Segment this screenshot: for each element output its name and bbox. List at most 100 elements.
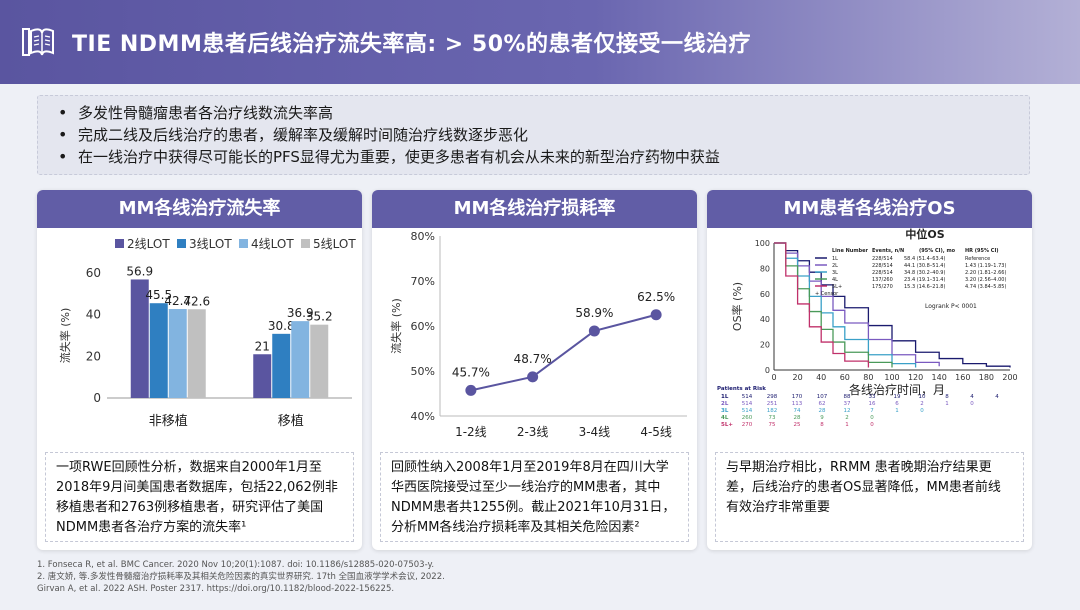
risk-row-label: 3L (721, 408, 729, 414)
y-tick-label: 60 (86, 266, 101, 280)
y-tick-label: 0 (93, 391, 101, 405)
x-tick-label: 60 (840, 373, 850, 382)
risk-count: 6 (895, 401, 899, 407)
legend-median: 58.4 (51.4–63.4) (904, 256, 945, 262)
risk-count: 28 (819, 408, 826, 414)
x-tick-label: 20 (793, 373, 803, 382)
y-tick-label: 60% (411, 320, 435, 333)
x-tick-label: 3-4线 (579, 425, 611, 439)
legend-header: HR (95% CI) (965, 248, 999, 254)
risk-count: 2 (920, 401, 924, 407)
data-label: 21 (255, 339, 270, 353)
risk-table-header: Patients at Risk (717, 386, 766, 392)
risk-row-label: 2L (721, 401, 729, 407)
legend-label: 2线LOT (127, 237, 170, 251)
x-tick-label: 40 (816, 373, 826, 382)
data-label: 48.7% (514, 352, 552, 366)
title-bar: TIE NDMM患者后线治疗流失率高: > 50%的患者仅接受一线治疗 (0, 0, 1080, 84)
risk-count: 7 (870, 408, 874, 414)
footnote: 2. 唐文娇, 等.多发性骨髓瘤治疗损耗率及其相关危险因素的真实世界研究. 17… (37, 571, 1037, 583)
risk-count: 37 (844, 401, 851, 407)
legend-median: 15.3 (14.6–21.8) (904, 284, 945, 290)
y-tick-label: 40 (86, 308, 101, 322)
x-tick-label: 4-5线 (640, 425, 672, 439)
risk-count: 514 (742, 394, 753, 400)
x-tick-label: 160 (955, 373, 970, 382)
risk-count: 107 (817, 394, 828, 400)
legend-swatch (115, 239, 124, 248)
bullet-item: 多发性骨髓瘤患者各治疗线数流失率高 (56, 102, 1029, 124)
legend-label: 5线LOT (313, 237, 356, 251)
y-axis-label: 流失率 (%) (389, 298, 403, 354)
card-title: MM患者各线治疗OS (707, 190, 1032, 228)
y-tick-label: 20 (86, 349, 101, 363)
legend-median: 44.1 (30.8–51.4) (904, 263, 945, 269)
censor-legend: + Censor (815, 291, 839, 297)
y-tick-label: 50% (411, 365, 435, 378)
risk-row-label: 5L+ (721, 422, 733, 428)
footnote: 1. Fonseca R, et al. BMC Cancer. 2020 No… (37, 559, 1037, 571)
data-point (651, 309, 662, 320)
y-tick-label: 0 (765, 366, 770, 375)
x-tick-label: 80 (863, 373, 873, 382)
risk-count: 12 (844, 408, 851, 414)
y-tick-label: 80 (760, 264, 770, 273)
legend-header: Line Number (832, 248, 869, 254)
legend-median: 23.4 (19.1–31.4) (904, 277, 945, 283)
risk-count: 28 (794, 415, 801, 421)
x-tick-label: 1-2线 (455, 425, 487, 439)
risk-count: 1 (895, 408, 899, 414)
x-tick-label: 0 (771, 373, 776, 382)
risk-count: 0 (970, 401, 974, 407)
card-title: MM各线治疗损耗率 (372, 190, 697, 228)
legend-hr: 4.74 (3.84–5.85) (965, 284, 1006, 290)
risk-count: 10 (919, 394, 926, 400)
legend-label: 3线LOT (189, 237, 232, 251)
risk-count: 260 (742, 415, 753, 421)
risk-count: 1 (845, 422, 849, 428)
footnotes: 1. Fonseca R, et al. BMC Cancer. 2020 No… (37, 559, 1037, 595)
legend-hr: 2.20 (1.81–2.66) (965, 270, 1006, 276)
risk-count: 298 (767, 394, 778, 400)
legend-label: 5L+ (832, 284, 842, 290)
bar-chart: 2线LOT 3线LOT 4线LOT 5线LOT0204060流失率 (%)56.945… (37, 228, 362, 450)
risk-count: 4 (970, 394, 974, 400)
risk-count: 73 (769, 415, 776, 421)
legend-median: 34.8 (30.2–40.9) (904, 270, 945, 276)
risk-count: 4 (995, 394, 999, 400)
risk-count: 0 (920, 408, 924, 414)
legend-hr: Reference (965, 256, 990, 262)
risk-count: 113 (792, 401, 803, 407)
x-tick-label: 120 (908, 373, 923, 382)
risk-count: 2 (845, 415, 849, 421)
data-label: 42.6 (183, 294, 210, 308)
y-axis-label: OS率 (%) (730, 282, 744, 331)
card-title: MM各线治疗流失率 (37, 190, 362, 228)
bar (150, 303, 168, 398)
legend-events: 175/270 (872, 284, 893, 290)
risk-count: 0 (870, 422, 874, 428)
bullet-item: 完成二线及后线治疗的患者，缓解率及缓解时间随治疗线数逐步恶化 (56, 124, 1029, 146)
risk-count: 88 (844, 394, 851, 400)
legend-hr: 3.20 (2.56–4.00) (965, 277, 1006, 283)
attrition-rate-card: MM各线治疗流失率 2线LOT 3线LOT 4线LOT 5线LOT 0 20 40 60 流失率… (37, 190, 362, 550)
risk-count: 33 (869, 394, 876, 400)
bar (253, 354, 271, 398)
legend-swatch (177, 239, 186, 248)
legend-events: 228/514 (872, 256, 893, 262)
risk-count: 25 (794, 422, 801, 428)
bar (272, 334, 290, 398)
y-tick-label: 40 (760, 315, 770, 324)
x-tick-label: 非移植 (149, 414, 188, 429)
risk-count: 514 (742, 401, 753, 407)
legend-label: 4线LOT (251, 237, 294, 251)
legend-swatch (239, 239, 248, 248)
footnote: Girvan A, et al. 2022 ASH. Poster 2317. … (37, 583, 1037, 595)
legend-events: 228/514 (872, 263, 893, 269)
bar (291, 321, 309, 398)
risk-count: 74 (794, 408, 801, 414)
legend-header: Events, n/N (872, 248, 904, 254)
risk-count: 16 (869, 401, 876, 407)
risk-row-label: 4L (721, 415, 729, 421)
